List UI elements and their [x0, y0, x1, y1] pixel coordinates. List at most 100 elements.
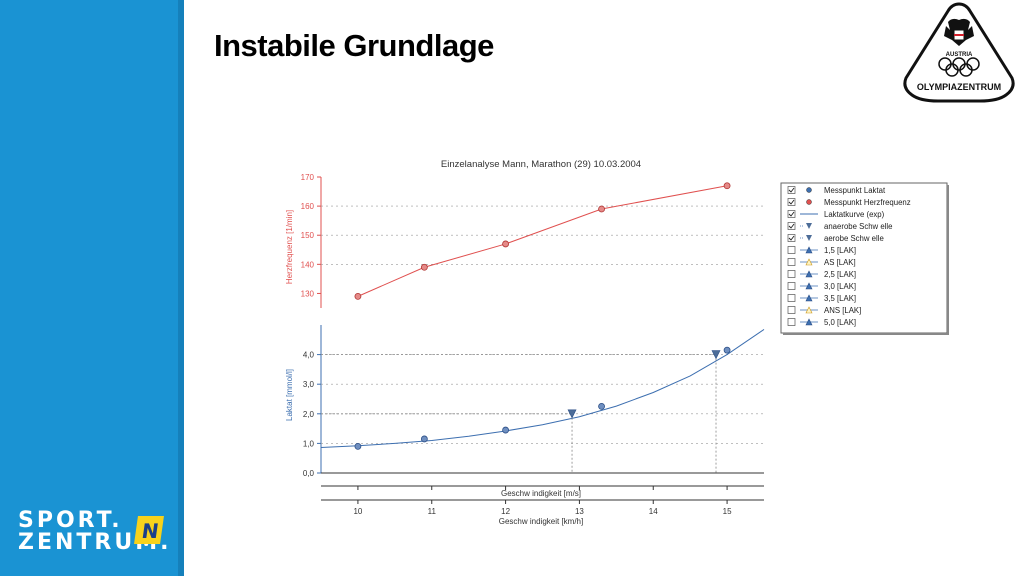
legend-label: Laktatkurve (exp)	[824, 210, 885, 219]
lactate-tick-label: 4,0	[303, 351, 315, 360]
legend-checkbox	[787, 270, 796, 278]
eagle-icon	[944, 18, 974, 46]
legend-check-mark	[788, 235, 795, 241]
logo-line-2: ZENTRUM.	[18, 530, 172, 555]
lactate-point	[354, 442, 362, 450]
sidebar-edge	[178, 0, 184, 576]
legend-label: aerobe Schw elle	[824, 234, 884, 243]
legend-checkbox	[787, 198, 796, 206]
x-tick-label: 15	[723, 507, 732, 516]
legend-checkbox	[787, 210, 796, 218]
hr-tick-label: 140	[301, 260, 315, 269]
legend-checkbox	[787, 306, 796, 314]
legend-marker	[805, 318, 813, 326]
lactate-point	[502, 426, 509, 434]
legend-marker	[805, 270, 813, 278]
lactate-tick-label: 1,0	[303, 439, 315, 448]
legend-checkbox	[787, 258, 796, 266]
legend-label: 2,5 [LAK]	[824, 270, 856, 279]
gridlines	[321, 205, 764, 444]
legend-marker	[805, 294, 813, 302]
legend-label: ANS [LAK]	[824, 306, 861, 315]
chart-legend: Messpunkt Laktat Messpunkt Herzfrequenz La…	[780, 182, 949, 335]
logo-line-1: SPORT.	[18, 508, 123, 533]
legend-marker	[806, 223, 812, 229]
sportzentrum-logo: SPORT. ZENTRUM. N	[18, 510, 168, 554]
legend-label: 1,5 [LAK]	[824, 246, 856, 255]
lactate-tick-label: 3,0	[303, 380, 315, 389]
legend-shadow-right	[947, 185, 949, 335]
hr-point	[598, 205, 605, 213]
x-tick-label: 10	[353, 507, 362, 516]
lactate-series	[354, 346, 731, 450]
hr-tick-label: 130	[301, 289, 315, 298]
legend-marker	[806, 187, 812, 193]
lactate-tick-label: 0,0	[303, 469, 315, 478]
logo-badge-letter: N	[140, 519, 161, 543]
legend-checkbox	[787, 294, 796, 302]
legend-shadow-bottom	[783, 333, 949, 335]
legend-marker	[805, 282, 813, 290]
legend-label: 3,5 [LAK]	[824, 294, 856, 303]
legend-marker	[806, 235, 812, 241]
legend-check-mark	[788, 199, 795, 205]
legend-marker	[806, 199, 812, 205]
lactate-curve-line	[320, 329, 765, 449]
sidebar-band	[0, 0, 178, 576]
x-axis-label: Geschw indigkeit [km/h]	[499, 517, 583, 526]
legend-check-mark	[788, 223, 795, 229]
lactate-curve	[320, 329, 765, 449]
legend-label: Messpunkt Herzfrequenz	[824, 198, 911, 207]
legend-label: AS [LAK]	[824, 258, 856, 267]
olympiazentrum-logo: AUSTRIA OLYMPIAZENTRUM	[903, 2, 1015, 103]
legend-label: Messpunkt Laktat	[824, 186, 886, 195]
threshold-markers	[321, 350, 721, 473]
legend-label: 3,0 [LAK]	[824, 282, 856, 291]
legend-checkbox	[787, 318, 796, 326]
legend-checkbox	[787, 246, 796, 254]
logo-country-text: AUSTRIA	[946, 52, 973, 58]
hr-axis-label: Herzfrequenz [1/min]	[285, 210, 294, 284]
legend-label: anaerobe Schw elle	[824, 222, 893, 231]
hr-series	[354, 182, 731, 300]
slide-title: Instabile Grundlage	[214, 28, 494, 63]
logo-brand-text: OLYMPIAZENTRUM	[917, 82, 1001, 92]
lactate-point	[723, 346, 731, 354]
hr-point	[420, 263, 428, 271]
legend-checkbox	[787, 234, 796, 242]
legend-label: 5,0 [LAK]	[824, 318, 856, 327]
olympic-rings-icon	[938, 57, 980, 77]
hr-line	[357, 185, 728, 297]
logo-n-badge: N	[134, 516, 164, 544]
x-axis-top-label: Geschw indigkeit [m/s]	[501, 489, 581, 498]
legend-marker	[805, 246, 813, 254]
threshold-marker	[567, 409, 577, 419]
x-tick-label: 12	[501, 507, 510, 516]
threshold-marker	[711, 350, 721, 360]
lactate-axis-label: Laktat [mmol/l]	[285, 369, 294, 421]
legend-check-mark	[788, 211, 795, 217]
lactate-point	[598, 402, 605, 410]
lactate-tick-label: 2,0	[303, 410, 315, 419]
chart-title: Einzelanalyse Mann, Marathon (29) 10.03.…	[441, 159, 641, 170]
hr-point	[502, 240, 509, 248]
x-tick-label: 14	[649, 507, 658, 516]
hr-tick-label: 160	[301, 202, 315, 211]
lactate-point	[420, 435, 428, 443]
hr-point	[723, 182, 731, 190]
hr-tick-label: 150	[301, 231, 315, 240]
hr-point	[354, 292, 362, 300]
x-tick-label: 11	[428, 507, 437, 516]
legend-checkbox	[787, 222, 796, 230]
hr-tick-label: 170	[301, 173, 315, 182]
legend-check-mark	[788, 187, 795, 193]
lactate-heart-rate-chart: Einzelanalyse Mann, Marathon (29) 10.03.…	[285, 159, 949, 526]
legend-marker	[805, 258, 813, 266]
logo-triangle-outline	[903, 2, 1015, 103]
hr-axis-ticks: 130 140 150 160 170	[301, 173, 321, 298]
legend-checkbox	[787, 282, 796, 290]
x-tick-label: 13	[575, 507, 584, 516]
legend-marker	[805, 306, 813, 314]
x-axis-ticks: 10 11 12 13 14 15	[353, 486, 732, 516]
lactate-axis-ticks: 0,0 1,0 2,0 3,0 4,0	[303, 351, 321, 478]
